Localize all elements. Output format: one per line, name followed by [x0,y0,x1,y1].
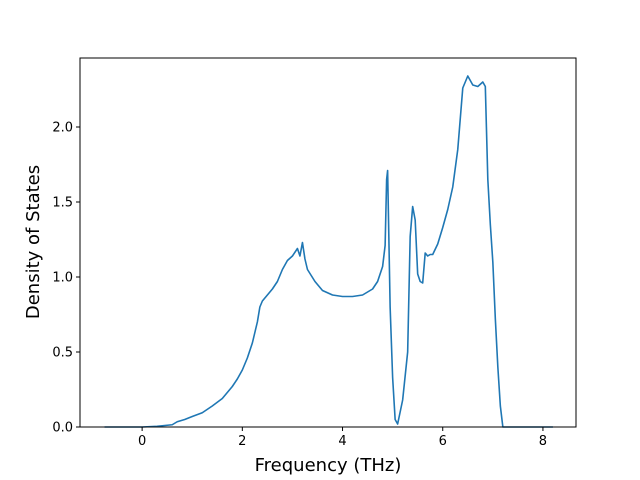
x-tick-label: 8 [539,434,547,449]
y-tick-label: 1.5 [52,196,73,211]
y-tick-label: 0.0 [52,421,73,436]
y-tick-label: 0.5 [52,346,73,361]
axes-frame [79,57,577,428]
y-axis-ticks: 0.0 0.5 1.0 1.5 2.0 [52,121,80,436]
x-tick-label: 4 [338,434,346,449]
x-axis-label: Frequency (THz) [255,455,402,476]
x-tick-label: 0 [138,434,146,449]
plot-area [104,75,553,428]
dos-series-line [104,75,553,428]
x-tick-label: 6 [439,434,447,449]
y-tick-label: 2.0 [52,121,73,136]
y-axis-label: Density of States [23,165,44,319]
x-axis-ticks: 0 2 4 6 8 [138,427,547,449]
y-tick-label: 1.0 [52,271,73,286]
x-tick-label: 2 [238,434,246,449]
